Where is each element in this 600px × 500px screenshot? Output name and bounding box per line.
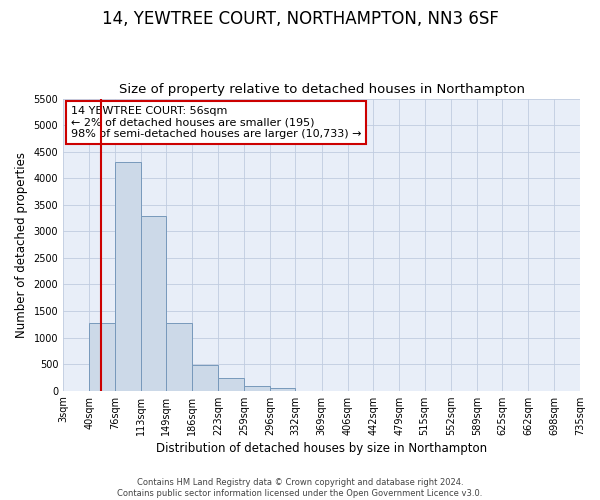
Bar [193, 365, 218, 390]
Y-axis label: Number of detached properties: Number of detached properties [15, 152, 28, 338]
Bar [218, 378, 244, 390]
Bar [115, 162, 141, 390]
Bar [166, 322, 193, 390]
X-axis label: Distribution of detached houses by size in Northampton: Distribution of detached houses by size … [156, 442, 487, 455]
Text: Contains HM Land Registry data © Crown copyright and database right 2024.
Contai: Contains HM Land Registry data © Crown c… [118, 478, 482, 498]
Title: Size of property relative to detached houses in Northampton: Size of property relative to detached ho… [119, 83, 524, 96]
Bar [270, 388, 295, 390]
Text: 14, YEWTREE COURT, NORTHAMPTON, NN3 6SF: 14, YEWTREE COURT, NORTHAMPTON, NN3 6SF [101, 10, 499, 28]
Bar [89, 323, 115, 390]
Bar [244, 386, 270, 390]
Bar [141, 216, 166, 390]
Text: 14 YEWTREE COURT: 56sqm
← 2% of detached houses are smaller (195)
98% of semi-de: 14 YEWTREE COURT: 56sqm ← 2% of detached… [71, 106, 361, 139]
